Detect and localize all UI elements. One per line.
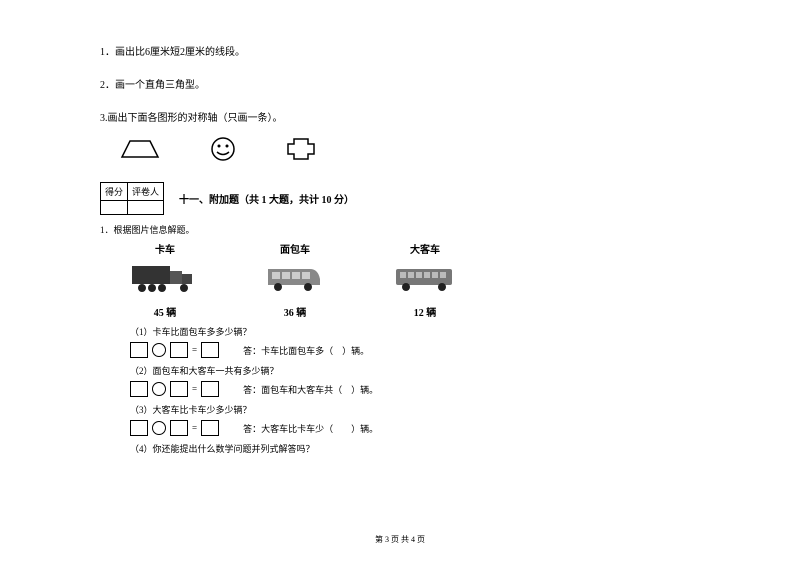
eq-circle: [152, 382, 166, 396]
eq-box: [201, 381, 219, 397]
eq-box: [201, 420, 219, 436]
question-3: 3.画出下面各图形的对称轴（只画一条）。: [100, 111, 700, 162]
eq-box: [130, 381, 148, 397]
vehicle-label-3: 大客车: [380, 241, 470, 256]
answer-3: 答：大客车比卡车少（ ）辆。: [243, 422, 378, 435]
vehicle-count-3: 12 辆: [380, 304, 470, 319]
sub-q3: （3）大客车比卡车少多少辆？: [130, 403, 700, 416]
score-cell-1: [101, 201, 128, 215]
vehicle-count-1: 45 辆: [120, 304, 210, 319]
bus-icon: [390, 261, 460, 296]
section-header: 得分 评卷人 十一、附加题（共 1 大题，共计 10 分）: [100, 182, 700, 215]
shapes-row: [120, 136, 700, 162]
eq-box: [170, 420, 188, 436]
eq-circle: [152, 421, 166, 435]
score-table: 得分 评卷人: [100, 182, 164, 215]
cross-shape: [286, 137, 316, 161]
vehicle-count-2: 36 辆: [250, 304, 340, 319]
equation-3: = 答：大客车比卡车少（ ）辆。: [130, 420, 700, 436]
smiley-shape: [210, 136, 236, 162]
sub-q2: （2）面包车和大客车一共有多少辆？: [130, 364, 700, 377]
eq-box: [170, 342, 188, 358]
eq-circle: [152, 343, 166, 357]
eq-box: [130, 420, 148, 436]
score-header-1: 得分: [101, 183, 128, 201]
vehicle-label-1: 卡车: [120, 241, 210, 256]
equals-sign: =: [192, 384, 197, 394]
trapezoid-shape: [120, 138, 160, 160]
answer-1: 答：卡车比面包车多（ ）辆。: [243, 344, 369, 357]
vehicle-van: 面包车 36 辆: [250, 241, 340, 319]
equals-sign: =: [192, 345, 197, 355]
equation-2: = 答：面包车和大客车共（ ）辆。: [130, 381, 700, 397]
equals-sign: =: [192, 423, 197, 433]
eq-box: [201, 342, 219, 358]
sub-q4: （4）你还能提出什么数学问题并列式解答吗？: [130, 442, 700, 455]
question-3-text: 3.画出下面各图形的对称轴（只画一条）。: [100, 111, 700, 126]
answer-2: 答：面包车和大客车共（ ）辆。: [243, 383, 378, 396]
page-footer: 第 3 页 共 4 页: [0, 534, 800, 545]
eq-box: [170, 381, 188, 397]
question-1: 1．画出比6厘米短2厘米的线段。: [100, 45, 700, 60]
truck-icon: [130, 261, 200, 296]
main-question: 1．根据图片信息解题。: [100, 223, 700, 236]
score-cell-2: [128, 201, 164, 215]
vehicle-truck: 卡车 45 辆: [120, 241, 210, 319]
eq-box: [130, 342, 148, 358]
sub-q1: （1）卡车比面包车多多少辆？: [130, 325, 700, 338]
question-2: 2．画一个直角三角型。: [100, 78, 700, 93]
vehicle-bus: 大客车 12 辆: [380, 241, 470, 319]
section-title: 十一、附加题（共 1 大题，共计 10 分）: [179, 191, 354, 206]
van-icon: [260, 261, 330, 296]
score-header-2: 评卷人: [128, 183, 164, 201]
vehicles-row: 卡车 45 辆 面包车 36 辆 大客车: [120, 241, 700, 319]
equation-1: = 答：卡车比面包车多（ ）辆。: [130, 342, 700, 358]
vehicle-label-2: 面包车: [250, 241, 340, 256]
